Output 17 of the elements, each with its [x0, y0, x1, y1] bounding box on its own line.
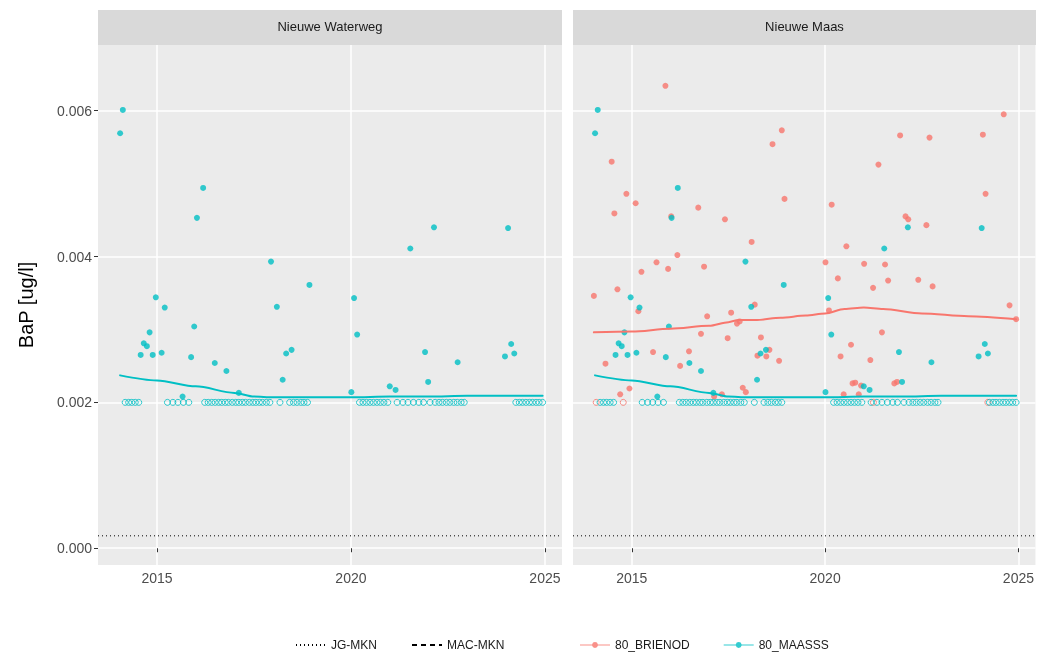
legend-label: 80_MAASSS: [758, 638, 829, 652]
x-tick-label: 2015: [616, 570, 648, 586]
y-axis-title: BaP [ug/l]: [15, 261, 37, 349]
legend-label: 80_BRIENOD: [615, 638, 691, 652]
x-tick-label: 2020: [809, 570, 841, 586]
text: MAC-MKN: [447, 638, 505, 652]
legend-label: JG-MKN: [331, 638, 377, 652]
x-tick-label: 2025: [529, 570, 561, 586]
chart-title: Nieuwe Maas: [765, 19, 844, 35]
chart-title: Nieuwe Waterweg: [277, 19, 383, 35]
y-tick-label: 0.004: [56, 248, 93, 265]
x-tick-label: 2020: [335, 570, 367, 586]
y-tick-label: 0.002: [56, 394, 93, 411]
y-tick-label: 0.006: [56, 102, 93, 119]
y-tick-label: 0.000: [56, 540, 93, 557]
x-tick-label: 2025: [1002, 570, 1035, 586]
x-tick-label: 2015: [141, 570, 173, 586]
